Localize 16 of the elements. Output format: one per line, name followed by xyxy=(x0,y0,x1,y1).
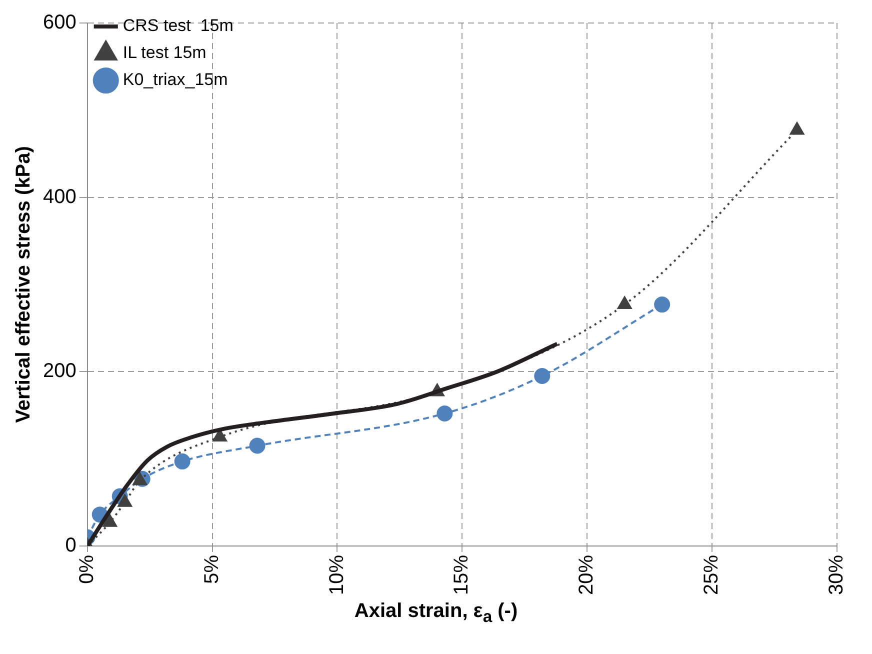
x-axis-title: Axial strain, ε$_{a}$ (-) xyxy=(353,600,519,627)
y-tick-label: 600 xyxy=(42,12,76,34)
x-tick-label: 30% xyxy=(826,554,848,595)
x-tick-label: 10% xyxy=(326,554,348,595)
y-tick-label: 200 xyxy=(42,360,76,382)
x-tick-label: 0% xyxy=(76,554,98,584)
x-tick-label: 20% xyxy=(576,554,598,595)
x-tick-label: 25% xyxy=(700,554,723,595)
y-tick-label: 400 xyxy=(42,186,76,208)
x-tick-label: 5% xyxy=(200,554,223,584)
x-tick-label: 15% xyxy=(450,554,473,595)
legend-label: CRS test 15m xyxy=(122,16,234,36)
legend-label: K0_triax_15m xyxy=(122,70,228,90)
y-axis-title: Vertical effective stress (kPa) xyxy=(12,146,35,423)
legend-label: IL test 15m xyxy=(122,43,206,62)
y-tick-label: 0 xyxy=(65,534,76,556)
